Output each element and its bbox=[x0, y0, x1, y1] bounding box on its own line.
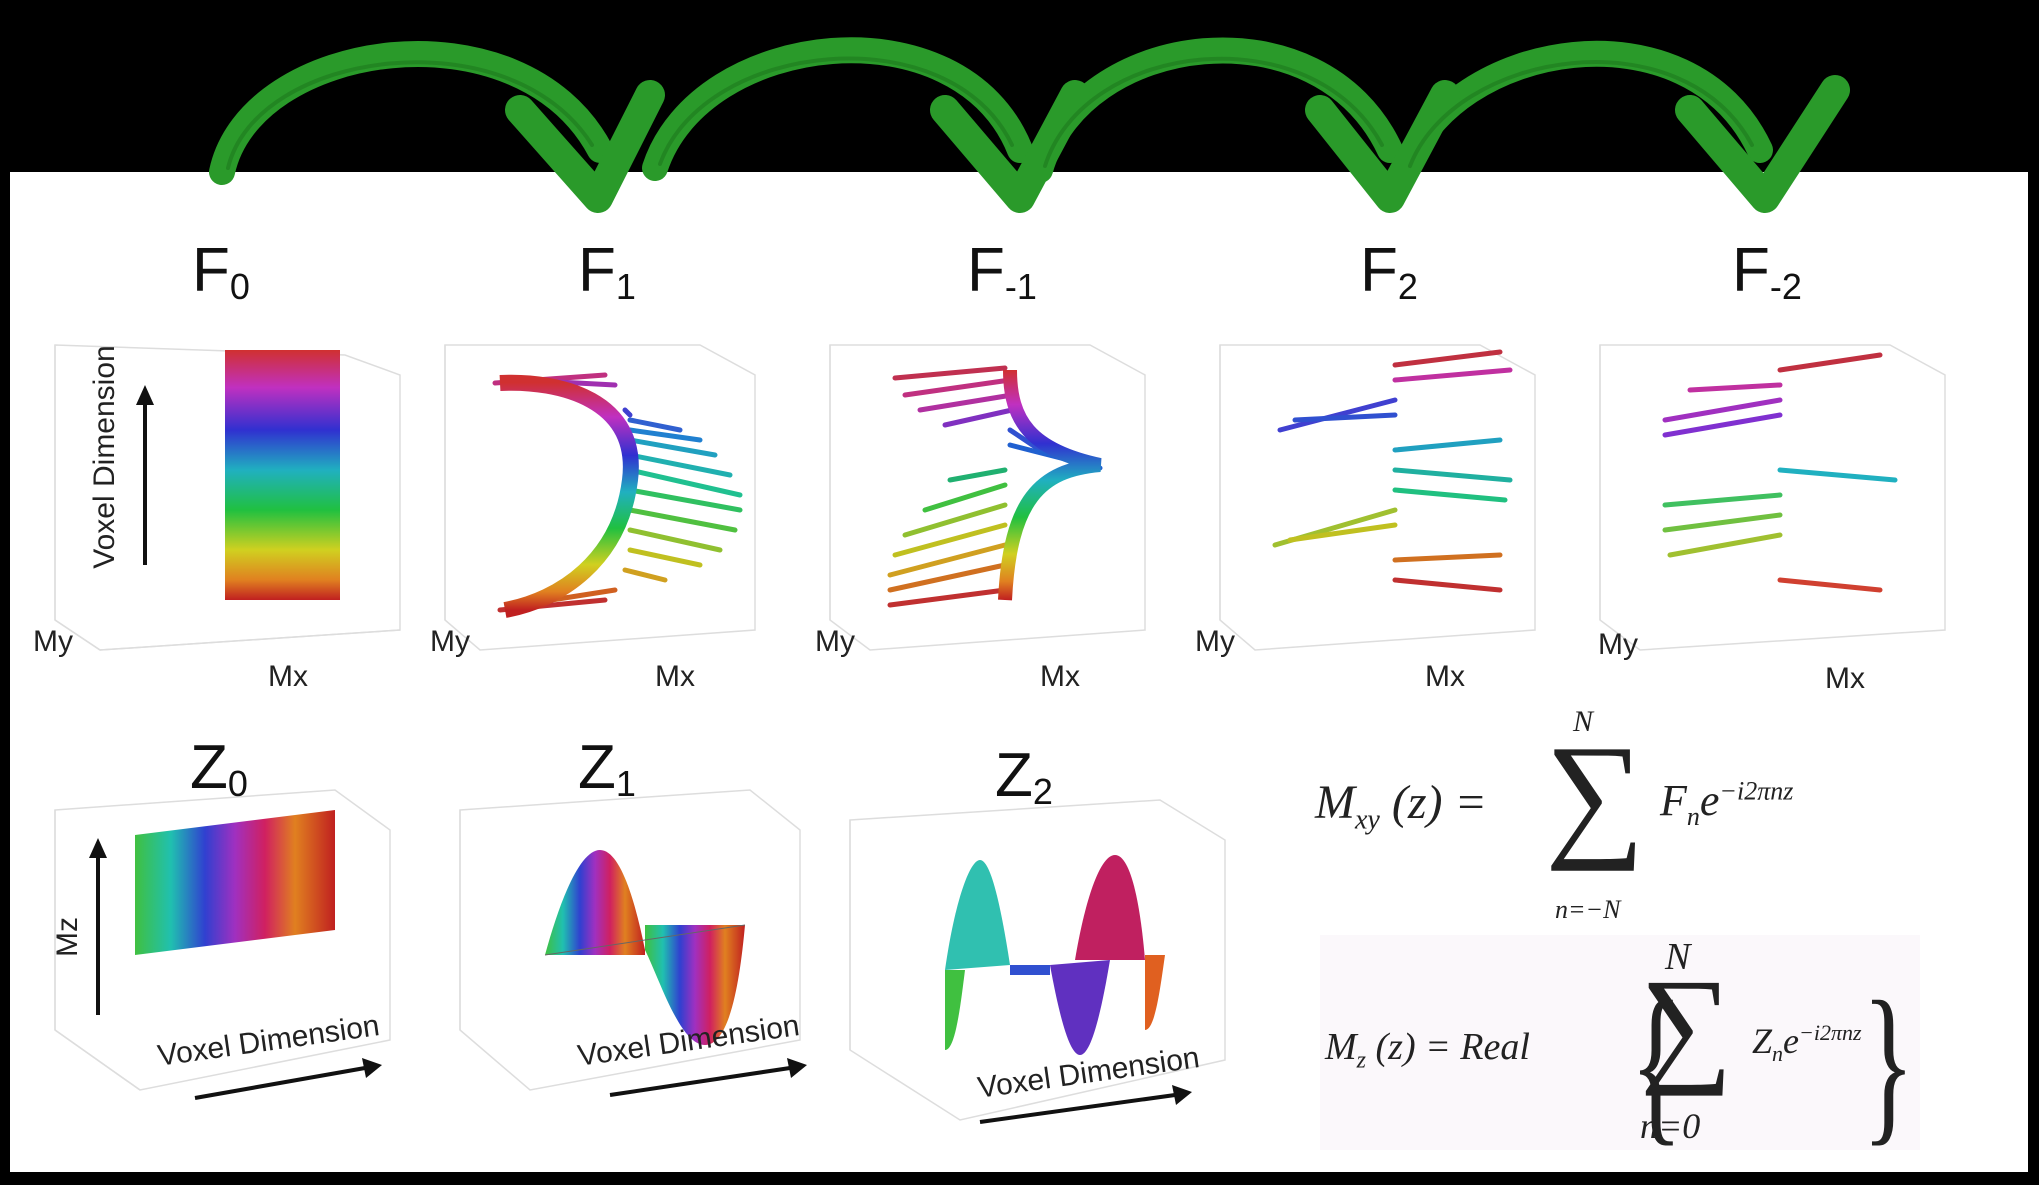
axis-label-my: My bbox=[1598, 628, 1638, 661]
arrowhead-2 bbox=[930, 80, 1090, 213]
axis-label-mz: Mz bbox=[51, 917, 84, 957]
axis-label-my: My bbox=[33, 625, 73, 658]
brace-right: } bbox=[1862, 965, 1915, 1161]
title-z1: Z1 bbox=[578, 733, 636, 804]
axis-label-my: My bbox=[815, 625, 855, 658]
axis-label-my: My bbox=[1195, 625, 1235, 658]
arrowhead-1 bbox=[505, 80, 665, 213]
plot-fm2 bbox=[1599, 344, 1946, 651]
axis-label-mx: Mx bbox=[268, 660, 308, 693]
equation-mz-box bbox=[1320, 935, 1920, 1150]
plot-f1 bbox=[444, 344, 756, 651]
f0-sheet bbox=[225, 350, 340, 600]
axis-label-mx: Mx bbox=[1825, 662, 1865, 695]
axis-label-mx: Mx bbox=[1040, 660, 1080, 693]
term-mxy: Fne−i2πnz bbox=[1660, 776, 1794, 831]
plot-fm1 bbox=[829, 344, 1146, 651]
plot-z2 bbox=[849, 799, 1226, 1124]
title-fm1: F-1 bbox=[967, 236, 1037, 307]
sigma-mz: ∑ bbox=[1640, 953, 1733, 1097]
sum-bottom-mz: n=0 bbox=[1640, 1106, 1701, 1146]
title-f0: F0 bbox=[192, 236, 250, 307]
plot-f2 bbox=[1219, 344, 1536, 651]
brace-left: { bbox=[1630, 965, 1683, 1161]
sum-bottom-mxy: n=−N bbox=[1555, 895, 1621, 924]
title-z2: Z2 bbox=[995, 741, 1053, 812]
sigma-mxy: ∑ bbox=[1545, 717, 1645, 872]
title-z0: Z0 bbox=[190, 733, 248, 804]
title-f1: F1 bbox=[578, 236, 636, 307]
axis-label-voxel-vertical: Voxel Dimension bbox=[88, 345, 121, 569]
axis-label-my: My bbox=[430, 625, 470, 658]
plot-z1 bbox=[459, 789, 807, 1097]
arrowhead-4 bbox=[1675, 75, 1850, 213]
title-f2: F2 bbox=[1360, 236, 1418, 307]
plot-f0 bbox=[54, 344, 401, 651]
plot-z0 bbox=[54, 789, 391, 1100]
axis-label-mx: Mx bbox=[1425, 660, 1465, 693]
z0-sheet bbox=[135, 810, 335, 955]
term-mz: Zne−i2πnz bbox=[1752, 1020, 1862, 1067]
arrow-f1-to-fm1 bbox=[642, 37, 1033, 181]
sum-top-mxy: N bbox=[1573, 705, 1594, 738]
axis-label-mx: Mx bbox=[655, 660, 695, 693]
equation-mxy: Mxy (z) = bbox=[1315, 776, 1487, 836]
arrow-f0-to-f1 bbox=[209, 41, 613, 185]
title-fm2: F-2 bbox=[1732, 236, 1802, 307]
arrowhead-3 bbox=[1305, 80, 1460, 213]
equation-mz: Mz (z) = Real bbox=[1325, 1026, 1530, 1074]
sum-top-mz: N bbox=[1665, 936, 1691, 978]
transition-arrows bbox=[209, 37, 1850, 213]
